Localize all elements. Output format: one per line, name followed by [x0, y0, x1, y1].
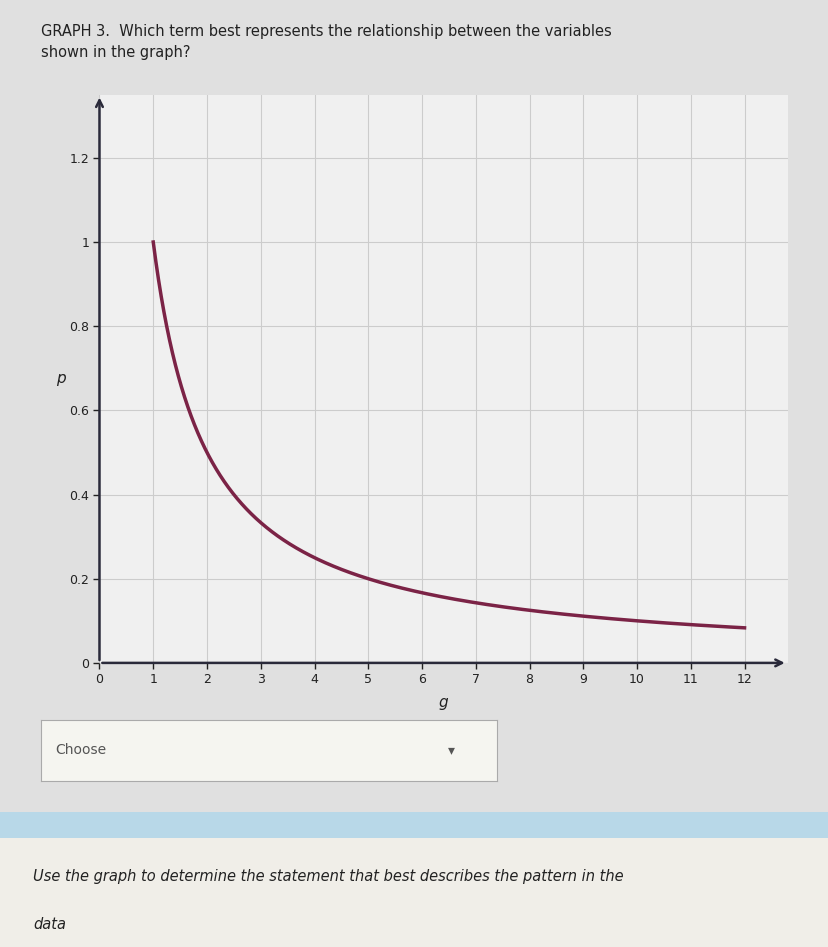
Text: GRAPH 3.  Which term best represents the relationship between the variables: GRAPH 3. Which term best represents the …	[41, 24, 611, 39]
Y-axis label: p: p	[55, 371, 65, 386]
X-axis label: g: g	[438, 695, 448, 709]
Text: data: data	[33, 917, 66, 932]
Text: ▾: ▾	[448, 743, 455, 758]
Text: Choose: Choose	[55, 743, 106, 758]
Text: shown in the graph?: shown in the graph?	[41, 45, 190, 61]
Text: Use the graph to determine the statement that best describes the pattern in the: Use the graph to determine the statement…	[33, 868, 623, 884]
